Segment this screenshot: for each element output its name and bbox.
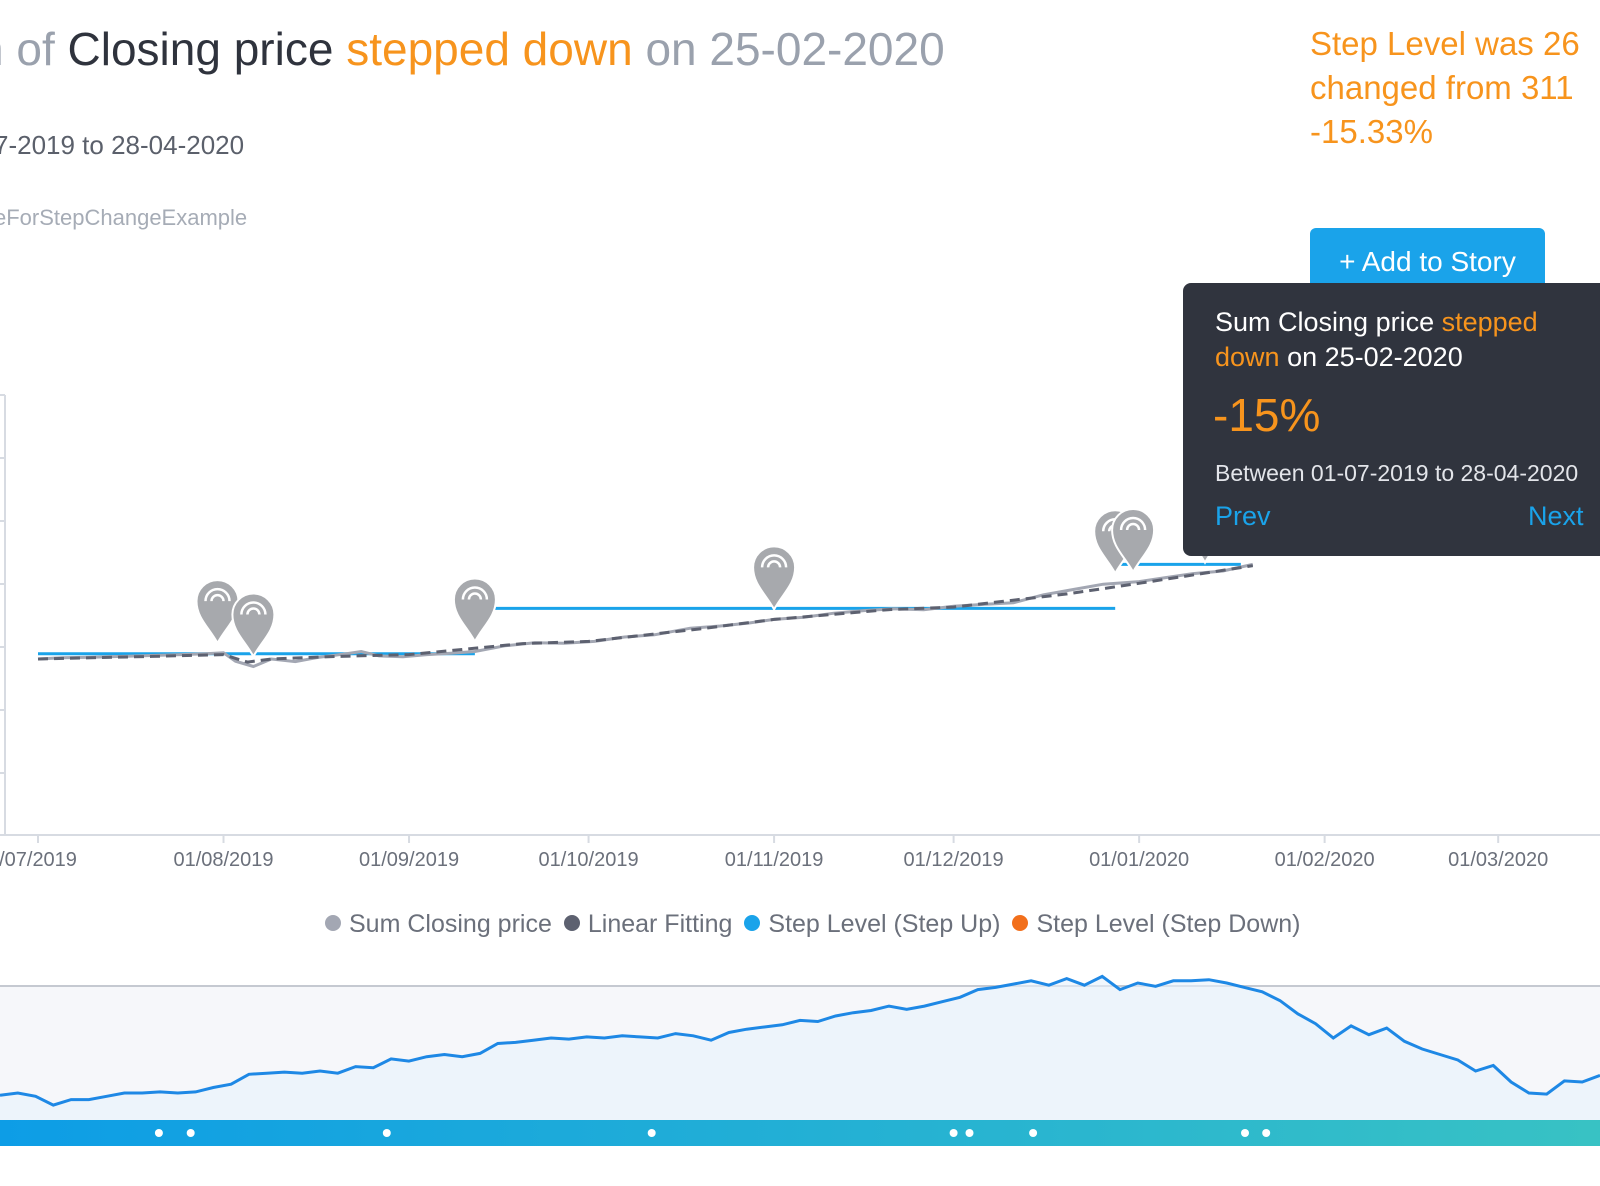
legend-swatch (1012, 915, 1029, 931)
navigator-line (0, 974, 1600, 1107)
x-tick-label: 01/09/2019 (359, 849, 459, 871)
legend-swatch (325, 915, 341, 931)
location-pin-icon (452, 577, 497, 644)
tooltip-range: Between 01-07-2019 to 28-04-2020 (1215, 460, 1579, 486)
step-tooltip: Sum Closing price stepped down on 25-02-… (1183, 283, 1600, 556)
tooltip-direction: stepped down (1215, 307, 1538, 372)
x-tick-label: 01/12/2019 (904, 849, 1004, 871)
legend-label: Step Level (Step Up) (768, 910, 1001, 938)
legend-label: Sum Closing price (349, 910, 552, 938)
tooltip-prev-button[interactable]: Prev (1215, 501, 1271, 531)
step-summary-line: Step Level was 26 (1310, 25, 1580, 62)
navigator-dot (186, 1129, 195, 1137)
legend-item[interactable]: Sum Closing price (325, 910, 552, 939)
step-markers (195, 498, 1228, 659)
title-date: on 25-02-2020 (645, 23, 945, 75)
navigator-dot (1262, 1129, 1271, 1137)
page-title: n of Closing price stepped down on 25-02… (0, 22, 945, 76)
step-summary-line: changed from 311 (1310, 69, 1574, 106)
pin-ring (766, 560, 782, 568)
legend-swatch (744, 915, 761, 931)
navigator-dot (154, 1129, 163, 1137)
pin-ring (240, 601, 267, 615)
range-navigator[interactable] (0, 974, 1600, 1146)
y-axis-ticks (0, 394, 5, 774)
x-tick-label: 01/03/2020 (1448, 849, 1548, 871)
x-tick-label: 01/02/2020 (1275, 849, 1375, 871)
tooltip-next-button[interactable]: Next (1528, 501, 1584, 531)
date-range-subtitle: 7-2019 to 28-04-2020 (0, 130, 245, 160)
step-summary-line: -15.33% (1310, 113, 1433, 150)
tooltip-percent-change: -15% (1213, 389, 1321, 441)
legend-item[interactable]: Step Level (Step Down) (1012, 910, 1301, 939)
x-tick-label: 01/08/2019 (173, 849, 273, 871)
series-line-linear-fitting (37, 564, 1254, 664)
navigator-area (0, 976, 1600, 1120)
pin-ring (467, 592, 483, 600)
pin-ring (204, 587, 231, 602)
navigator-dot (382, 1129, 391, 1137)
dataset-name: eForStepChangeExample (0, 205, 248, 230)
x-tick-label: 01/10/2019 (539, 849, 639, 871)
legend-label: Linear Fitting (587, 910, 733, 938)
navigator-step-dots (154, 1129, 1271, 1137)
pin-ring (1119, 516, 1147, 531)
location-pin-icon (231, 592, 276, 659)
chart-legend: Sum Closing price Linear Fitting Step Leve… (325, 910, 1313, 939)
legend-label: Step Level (Step Down) (1036, 910, 1301, 938)
title-prefix: n of (0, 23, 55, 75)
x-tick-label: /07/2019 (0, 849, 77, 871)
pin-ring (210, 593, 225, 602)
location-pin-icon (752, 545, 797, 612)
navigator-dot (965, 1129, 974, 1137)
navigator-dot (1029, 1129, 1038, 1137)
navigator-dot (1241, 1129, 1249, 1137)
title-direction: stepped down (346, 23, 633, 75)
step-summary: Step Level was 26 changed from 311 -15.3… (1310, 22, 1580, 154)
legend-swatch (563, 915, 580, 931)
pin-ring (1125, 522, 1141, 531)
tooltip-heading: Sum Closing price stepped down on 25-02-… (1215, 305, 1595, 375)
pin-ring (461, 586, 489, 600)
x-tick-label: 01/01/2020 (1089, 849, 1189, 871)
navigator-dot (647, 1129, 656, 1137)
title-measure: Closing price (67, 23, 334, 75)
navigator-dot (949, 1129, 958, 1137)
tooltip-measure: Sum Closing price (1215, 307, 1435, 337)
legend-item[interactable]: Step Level (Step Up) (744, 910, 1000, 939)
pin-ring (246, 607, 261, 615)
navigator-scrollbar[interactable] (0, 1120, 1600, 1146)
add-to-story-button[interactable]: + Add to Story (1310, 228, 1545, 288)
x-axis-ticks: /07/2019 01/08/2019 01/09/2019 01/10/2019 01… (0, 835, 1548, 871)
tooltip-date: on 25-02-2020 (1287, 342, 1463, 372)
legend-item[interactable]: Linear Fitting (563, 910, 733, 939)
x-tick-label: 01/11/2019 (725, 849, 824, 871)
pin-ring (760, 554, 788, 568)
location-pin-icon (1111, 508, 1156, 575)
